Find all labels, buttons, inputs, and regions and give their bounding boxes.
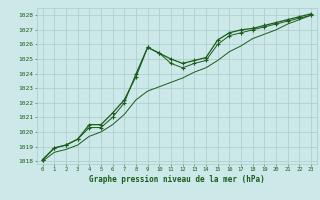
X-axis label: Graphe pression niveau de la mer (hPa): Graphe pression niveau de la mer (hPa) (89, 175, 265, 184)
